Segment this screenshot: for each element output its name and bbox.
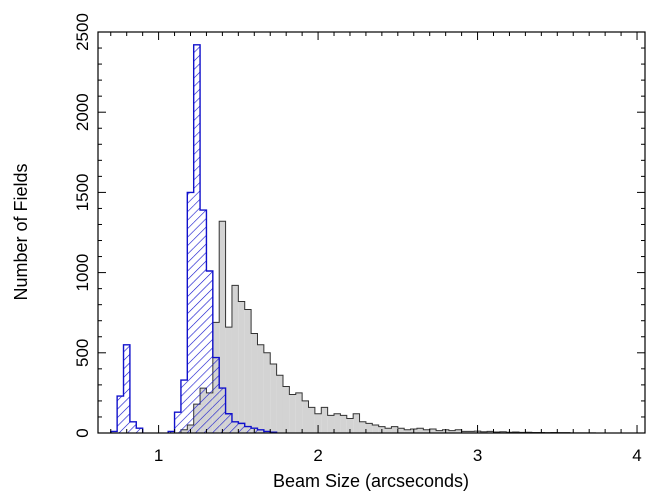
filled-gray-bar: [244, 309, 252, 433]
y-tick-label: 1500: [73, 173, 92, 211]
x-axis-label: Beam Size (arcseconds): [273, 471, 469, 491]
series-filled-gray: [180, 220, 597, 434]
y-tick-label: 2000: [73, 93, 92, 131]
hatched-blue-bar: [231, 421, 239, 433]
filled-gray-bar: [321, 407, 328, 433]
filled-gray-bar: [404, 429, 411, 433]
y-axis-label: Number of Fields: [11, 163, 31, 300]
y-tick-label: 2500: [73, 13, 92, 51]
filled-gray-bar: [353, 413, 360, 433]
filled-gray-bar: [397, 428, 405, 433]
y-tick-label: 500: [73, 339, 92, 367]
hatched-blue-bar: [219, 388, 226, 433]
filled-gray-bar: [334, 413, 341, 433]
filled-gray-bar: [295, 392, 303, 433]
hatched-blue-bar: [244, 426, 252, 433]
hatched-blue-bar: [129, 421, 137, 433]
hatched-blue-bar: [174, 412, 181, 433]
hatched-blue-bar: [212, 357, 220, 433]
hatched-blue-bar: [123, 344, 130, 433]
filled-gray-outline: [180, 220, 597, 434]
filled-gray-bar: [372, 424, 379, 433]
filled-gray-bar: [359, 421, 366, 433]
hatched-blue-bar: [180, 380, 188, 433]
series-hatched-blue: [110, 44, 278, 433]
hatched-blue-bar: [168, 431, 175, 433]
filled-gray-bar: [225, 327, 232, 433]
filled-gray-bar: [289, 394, 296, 433]
filled-gray-bar: [385, 428, 392, 433]
hatched-blue-bar: [225, 413, 232, 433]
filled-gray-bar: [346, 418, 354, 433]
filled-gray-bar: [231, 285, 239, 433]
hatched-blue-bar: [193, 44, 201, 433]
filled-gray-bar: [365, 423, 373, 433]
hatched-blue-bar: [117, 396, 124, 433]
filled-gray-bar: [499, 431, 507, 433]
filled-gray-bar: [448, 430, 456, 433]
hatched-blue-bar: [187, 192, 194, 433]
x-tick-label: 4: [632, 446, 641, 465]
filled-gray-bar: [270, 364, 277, 433]
x-tick-label: 2: [313, 446, 322, 465]
filled-gray-bar: [308, 407, 315, 433]
filled-gray-bar: [429, 428, 437, 433]
filled-gray-bar: [416, 428, 424, 433]
filled-gray-bar: [455, 429, 462, 433]
y-tick-label: 1000: [73, 254, 92, 292]
hatched-blue-bar: [263, 431, 271, 433]
filled-gray-bar: [327, 415, 335, 433]
hatched-blue-outline: [110, 44, 278, 433]
filled-gray-bar: [302, 400, 309, 433]
hatched-blue-bar: [136, 428, 143, 433]
filled-gray-bar: [461, 431, 468, 433]
hatched-blue-bar: [200, 210, 207, 433]
filled-gray-bar: [257, 344, 264, 433]
hatched-blue-bar: [206, 271, 213, 433]
x-tick-label: 1: [154, 446, 163, 465]
hatched-blue-bar: [257, 429, 264, 433]
y-tick-label: 0: [73, 428, 92, 437]
filled-gray-bar: [480, 431, 488, 433]
hatched-blue-bar: [238, 423, 245, 433]
filled-gray-bar: [263, 352, 271, 433]
plot-frame: [97, 31, 646, 434]
filled-gray-bar: [282, 386, 290, 433]
filled-gray-bar: [238, 301, 245, 433]
filled-gray-bar: [314, 413, 322, 433]
filled-gray-bar: [487, 431, 494, 433]
filled-gray-bar: [251, 333, 258, 433]
filled-gray-bar: [467, 431, 475, 433]
filled-gray-bar: [340, 415, 347, 433]
hatched-blue-bar: [110, 431, 118, 433]
filled-gray-bar: [436, 430, 443, 433]
filled-gray-bar: [219, 221, 226, 433]
filled-gray-bar: [423, 429, 430, 433]
filled-gray-bar: [276, 375, 283, 433]
x-tick-label: 3: [473, 446, 482, 465]
filled-gray-bar: [391, 426, 398, 433]
